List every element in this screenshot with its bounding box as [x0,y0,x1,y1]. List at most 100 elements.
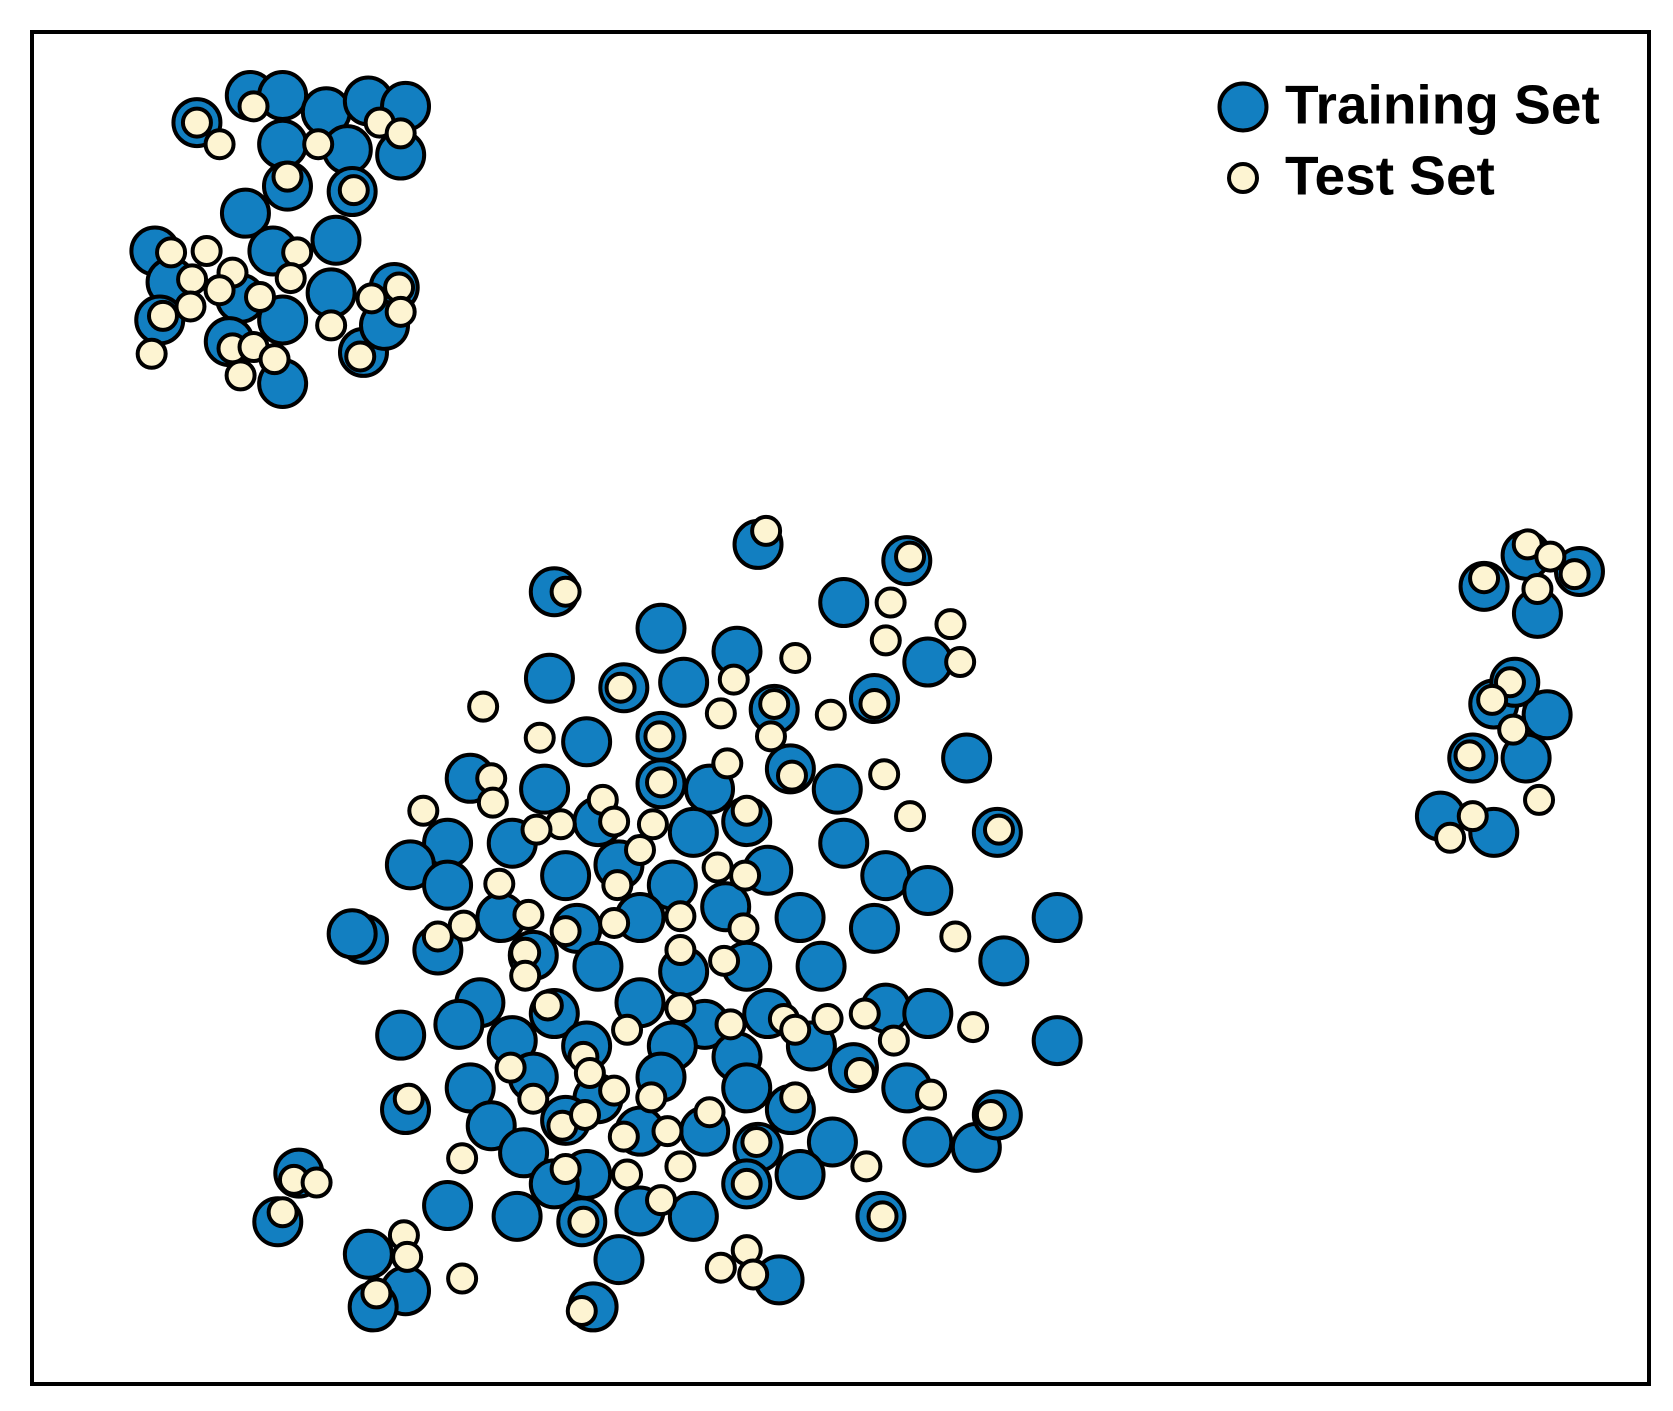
scatter-point [302,128,335,161]
scatter-point [704,1251,737,1284]
scatter-point [1558,558,1591,591]
scatter-point [337,174,370,207]
scatter-point [934,608,967,641]
scatter-point [750,514,783,547]
scatter-point [814,698,847,731]
scatter-point [818,577,870,629]
scatter-point [795,940,847,992]
scatter-point [392,1082,425,1115]
scatter-point [146,299,179,332]
scatter-point [509,959,542,992]
scatter-point [974,1098,1007,1131]
scatter-point [476,786,509,819]
scatter-point [730,794,763,827]
scatter-point [658,656,710,708]
scatter-point [848,997,881,1030]
scatter-point [866,1200,899,1233]
scatter-point [203,274,236,307]
scatter-point [258,343,291,376]
scatter-point [601,869,634,902]
scatter-point [664,900,697,933]
scatter-point [730,1167,763,1200]
scatter-point [1031,892,1083,944]
scatter-point [561,716,613,768]
scatter-point [512,898,545,931]
scatter-point [1521,689,1573,741]
legend-label: Test Set [1285,145,1495,207]
scatter-point [315,309,348,342]
scatter-point [572,940,624,992]
scatter-point [467,690,500,723]
scatter-point [360,1277,393,1310]
scatter-point [939,920,972,953]
scatter-point [1434,821,1467,854]
scatter-point [598,1074,631,1107]
scatter-point [422,859,474,911]
scatter-point [775,759,808,792]
scatter-point [894,800,927,833]
scatter-point [774,1148,826,1200]
scatter-point [721,1062,773,1114]
scatter-point [894,540,927,573]
scatter-point [540,850,592,902]
scatter-point [549,915,582,948]
scatter-point [598,805,631,838]
scatter-point [714,1008,747,1041]
scatter-point [1534,540,1567,573]
scatter-point [494,1051,527,1084]
scatter-point [257,118,309,170]
scatter-point [523,721,556,754]
scatter-point [957,1011,990,1044]
scatter-point [549,1153,582,1186]
scatter-point [135,337,168,370]
scatter-point [843,1057,876,1090]
scatter-point [1497,713,1530,746]
scatter-point [944,646,977,679]
scatter-point [623,833,656,866]
scatter-point [664,934,697,967]
scatter-point [519,763,571,815]
scatter-point [717,663,750,696]
scatter-point [1453,739,1486,772]
scatter-point [645,1184,678,1217]
scatter-point [1468,562,1501,595]
scatter-point [491,1190,543,1242]
scatter-point [446,1262,479,1295]
scatter-point [531,989,564,1022]
scatter-point [811,1002,844,1035]
scatter-point [593,1234,645,1286]
scatter-point [811,763,863,815]
scatter-point [1456,800,1489,833]
scatter-point [651,1115,684,1148]
scatter-point [636,808,669,841]
scatter-point [869,624,902,657]
scatter-point [384,117,417,150]
scatter-point [567,1205,600,1238]
scatter-point [565,1294,598,1327]
scatter-point [176,263,209,296]
scatter-point [271,160,304,193]
scatter-point [355,282,388,315]
scatter-point [708,944,741,977]
scatter-point [740,1125,773,1158]
scatter-point [422,1180,474,1232]
scatter-point [407,794,440,827]
scatter-point [693,1096,726,1129]
scatter-point [877,1024,910,1057]
legend-label: Training Set [1285,74,1600,136]
scatter-point [727,912,760,945]
scatter-point [729,859,762,892]
scatter-point [848,902,900,954]
scatter-point [274,262,307,295]
scatter-point [779,641,812,674]
scatter-point [818,817,870,869]
scatter-point [517,1082,550,1115]
scatter-point [874,586,907,619]
scatter-point [779,1013,812,1046]
scatter-point [498,1127,550,1179]
scatter-point [779,1081,812,1114]
scatter-point [344,340,377,373]
scatter-point [243,280,276,313]
scatter-point [483,867,516,900]
